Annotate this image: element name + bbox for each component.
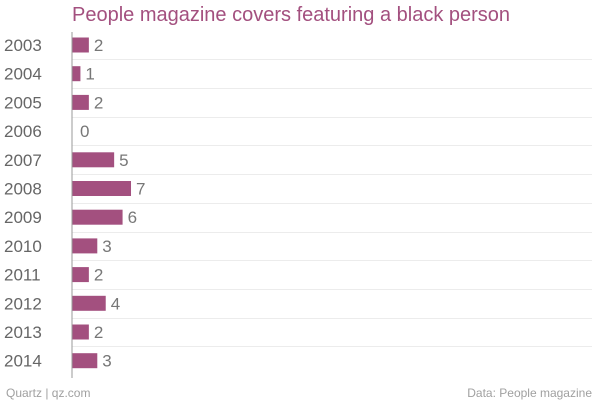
bars [72,37,132,369]
category-label: 2007 [4,151,42,170]
bar [72,66,81,82]
data-label: 3 [102,237,111,256]
category-label: 2003 [4,36,42,55]
data-label: 3 [102,352,111,371]
data-label: 7 [136,180,145,199]
category-label: 2005 [4,93,42,112]
footer-source: Data: People magazine [467,386,592,400]
bar [72,295,106,311]
bar [72,324,89,340]
data-label: 2 [94,266,103,285]
data-label: 0 [80,122,89,141]
category-label: 2009 [4,208,42,227]
category-label: 2004 [4,65,42,84]
category-label: 2006 [4,122,42,141]
bar [72,353,98,369]
data-label: 5 [119,151,128,170]
data-label: 2 [94,323,103,342]
footer-credit: Quartz | qz.com [6,386,91,400]
data-label: 2 [94,36,103,55]
chart-title: People magazine covers featuring a black… [72,4,511,26]
gridlines [72,59,592,347]
bar [72,152,115,168]
data-label: 2 [94,93,103,112]
data-label: 6 [128,208,137,227]
bar [72,181,132,196]
bar [72,238,98,254]
data-label: 4 [111,294,120,313]
bar [72,37,89,53]
category-label: 2011 [4,266,41,285]
bar [72,267,89,283]
tick-labels: 2003 2 2004 1 2005 2 2006 0 2007 5 2008 7 2009 6 2010 3… [4,36,145,371]
bar [72,209,123,225]
category-label: 2014 [4,352,42,371]
data-label: 1 [85,65,94,84]
category-label: 2008 [4,180,42,199]
category-label: 2010 [4,237,42,256]
category-label: 2013 [4,323,42,342]
category-label: 2012 [4,294,42,313]
bar [72,94,89,110]
